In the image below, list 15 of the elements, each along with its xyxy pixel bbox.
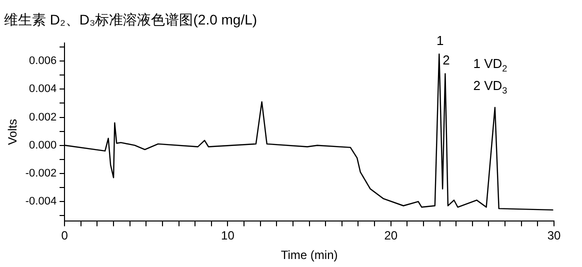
y-tick-label: 0.004 [29,83,57,96]
annotation: 2 [442,52,450,68]
x-tick-label: 10 [221,228,235,243]
y-tick-label: -0.004 [25,196,57,208]
x-tick-label: 20 [384,228,398,243]
x-tick-label: 30 [547,228,561,243]
annotation: 1 [436,33,444,48]
x-tick-label: 0 [61,228,68,243]
chart-title: 维生素 D₂、D₃标准溶液色谱图(2.0 mg/L) [4,11,258,28]
x-axis-title: Time (min) [280,248,338,262]
y-tick-label: 0.006 [29,55,57,68]
y-tick-label: 0.000 [29,139,57,152]
y-tick-label: 0.002 [29,111,57,124]
y-axis-title: Volts [6,118,20,146]
y-tick-label: -0.002 [25,167,57,180]
